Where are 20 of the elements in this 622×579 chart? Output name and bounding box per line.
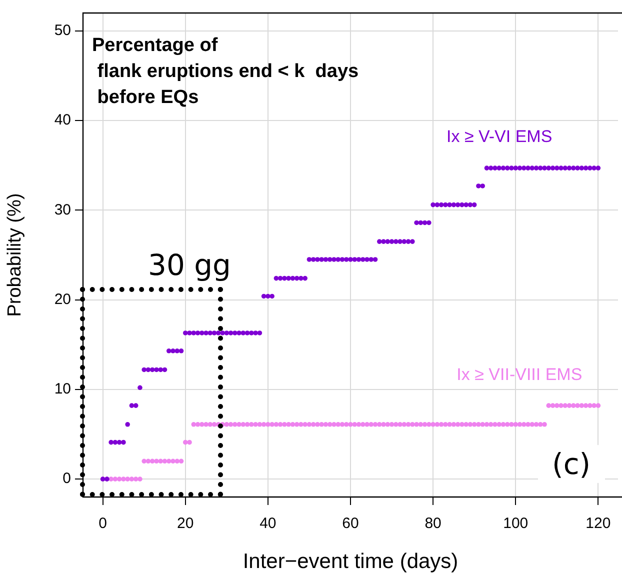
- x-axis-title: Inter−event time (days): [242, 550, 458, 574]
- y-tick-label: 10: [54, 380, 71, 398]
- x-tick-label: 60: [342, 515, 359, 532]
- x-tick-label: 100: [503, 515, 528, 532]
- y-tick-label: 30: [54, 201, 71, 218]
- x-tick-label: 0: [98, 515, 107, 532]
- y-axis-title: Probability (%): [4, 193, 26, 317]
- x-tick-label: 80: [424, 515, 442, 532]
- y-tick-label: 0: [62, 470, 71, 488]
- x-tick-label: 120: [586, 515, 611, 532]
- text: Percentage of flank eruptions end < k days before EQs: [92, 34, 359, 110]
- x-tick-label: 20: [177, 515, 194, 532]
- y-tick-label: 20: [54, 290, 71, 308]
- y-tick-label: 50: [54, 22, 71, 40]
- y-tick-label: 40: [54, 112, 71, 129]
- x-tick-label: 40: [260, 515, 276, 532]
- series-label: Ix ≥ V-VI EMS: [446, 127, 552, 146]
- annotation: (c): [538, 445, 605, 483]
- annotation: 30 gg: [148, 248, 231, 282]
- series-label: Ix ≥ VII-VIII EMS: [456, 364, 582, 384]
